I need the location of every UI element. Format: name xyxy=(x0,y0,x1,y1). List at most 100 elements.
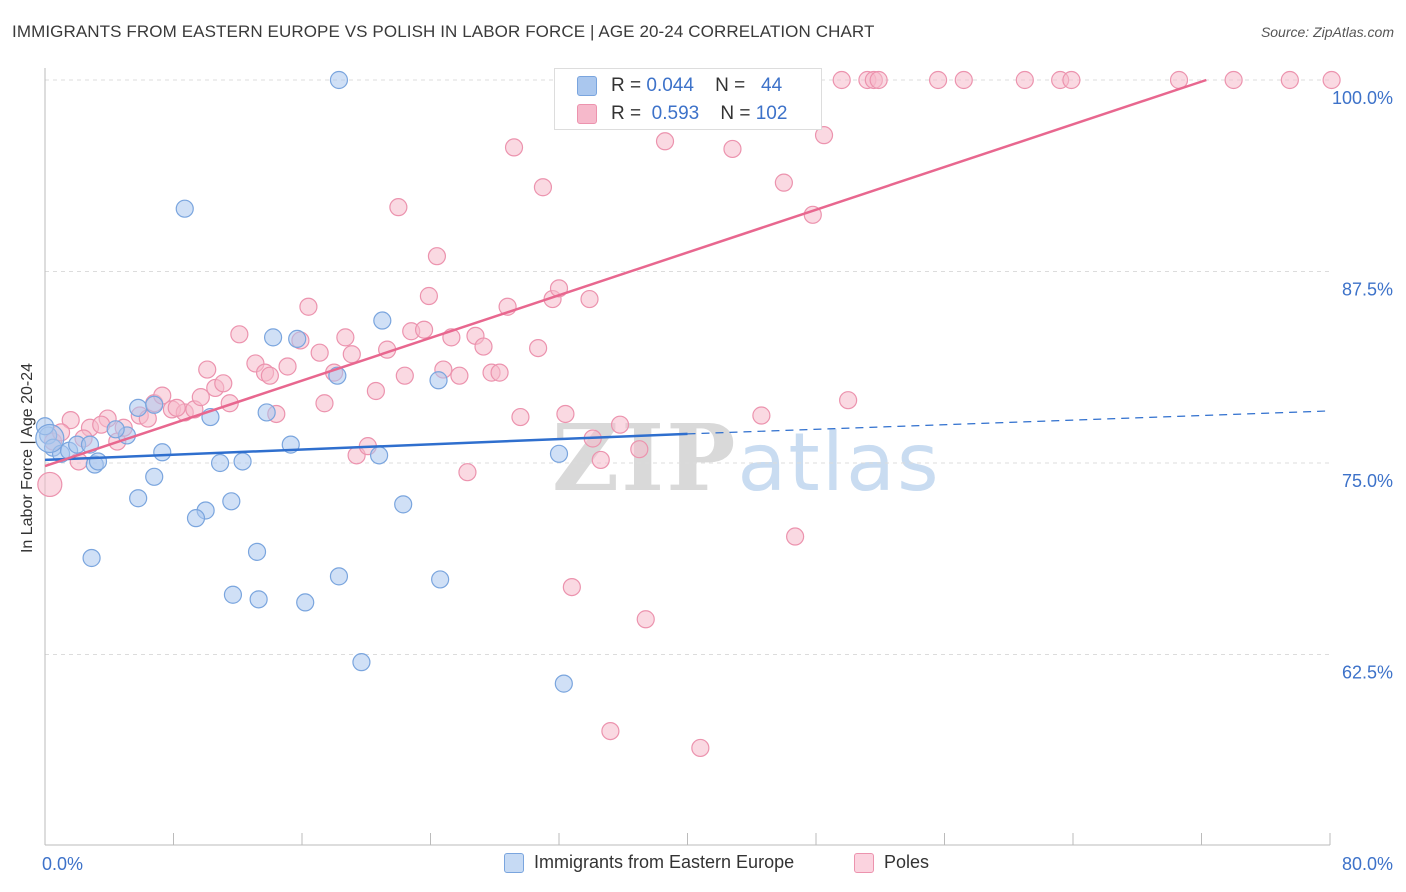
stats-row-eastern-europe: R = 0.044 N = 44 xyxy=(577,73,782,99)
poles-point xyxy=(336,328,355,347)
poles-point xyxy=(214,374,233,393)
eastern-europe-point xyxy=(352,653,371,672)
legend-label-eastern-europe: Immigrants from Eastern Europe xyxy=(534,852,795,872)
eastern-europe-point xyxy=(129,398,148,417)
n-label: N = xyxy=(715,75,746,96)
poles-point xyxy=(299,297,318,316)
eastern-europe-point xyxy=(257,403,276,422)
eastern-europe-point xyxy=(175,199,194,218)
eastern-europe-point xyxy=(247,542,267,561)
poles-point xyxy=(504,138,524,157)
poles-point xyxy=(655,132,675,151)
poles-point xyxy=(786,527,805,546)
gridlines xyxy=(45,79,1330,655)
poles-point xyxy=(562,577,581,597)
poles-point xyxy=(315,394,334,413)
poles-point xyxy=(533,178,553,197)
poles-point xyxy=(1322,70,1341,90)
eastern-europe-point xyxy=(329,70,349,90)
axes xyxy=(44,68,1331,846)
poles-point xyxy=(928,70,948,90)
eastern-europe-point xyxy=(106,420,125,439)
n-value: 102 xyxy=(755,103,788,124)
r-value: 0.593 xyxy=(651,103,700,124)
poles-point xyxy=(458,463,477,482)
x-tick-label: 80.0% xyxy=(1342,854,1393,874)
poles-point xyxy=(389,198,408,217)
poles-point xyxy=(198,360,217,379)
y-tick-label: 87.5% xyxy=(1342,280,1393,300)
legend-blue-swatch xyxy=(504,852,524,873)
poles-point xyxy=(610,415,630,434)
poles-point xyxy=(419,286,438,306)
legend-pink-swatch xyxy=(854,852,874,873)
poles-point xyxy=(191,388,210,407)
poles-point xyxy=(601,721,620,741)
eastern-europe-point xyxy=(145,467,164,486)
poles-point xyxy=(310,343,329,362)
poles-point xyxy=(230,325,249,344)
n-value: 44 xyxy=(761,75,783,96)
poles-point xyxy=(450,366,469,385)
eastern-europe-point xyxy=(263,328,283,347)
legend-item-eastern-europe[interactable]: Immigrants from Eastern Europe xyxy=(504,852,794,873)
eastern-europe-point xyxy=(288,329,307,349)
stats-legend: R = 0.044 N = 44 R = 0.593 N = 102 xyxy=(554,68,822,130)
eastern-europe-point xyxy=(186,509,206,528)
eastern-europe-point xyxy=(82,548,101,568)
poles-point xyxy=(839,391,858,410)
eastern-europe-point xyxy=(370,446,389,465)
poles-trend-line xyxy=(44,78,1207,468)
eastern-europe-point xyxy=(249,590,268,609)
poles-point xyxy=(278,357,297,376)
r-label: R = xyxy=(611,103,642,124)
poles-point xyxy=(366,381,385,401)
poles-point xyxy=(636,610,655,629)
poles-point xyxy=(490,363,509,382)
x-tick-label: 0.0% xyxy=(42,854,83,874)
eastern-europe-point xyxy=(223,585,243,604)
y-tick-label: 75.0% xyxy=(1342,471,1393,491)
poles-point xyxy=(580,289,599,309)
poles-point xyxy=(474,337,493,356)
eastern-europe-point xyxy=(394,495,413,514)
poles-point xyxy=(167,398,186,417)
eastern-europe-point xyxy=(129,489,148,508)
r-label: R = xyxy=(611,75,642,96)
poles-point xyxy=(630,440,649,459)
eastern-europe-points xyxy=(35,70,581,693)
poles-point xyxy=(414,320,434,339)
r-value: 0.044 xyxy=(646,75,694,96)
eastern-europe-point xyxy=(329,567,349,586)
poles-point xyxy=(395,366,414,385)
poles-point xyxy=(37,471,63,498)
n-label: N = xyxy=(720,103,751,124)
legend-item-poles[interactable]: Poles xyxy=(854,852,929,873)
poles-points xyxy=(37,70,1341,758)
poles-point xyxy=(260,366,279,385)
eastern-europe-trend-extension xyxy=(687,410,1331,435)
eastern-europe-point xyxy=(222,492,241,511)
bottom-legend: Immigrants from Eastern Europe Poles xyxy=(0,852,1406,878)
eastern-europe-point xyxy=(210,453,230,473)
poles-point xyxy=(774,173,793,192)
poles-point xyxy=(832,70,851,90)
poles-point xyxy=(220,394,239,413)
eastern-europe-point xyxy=(373,311,392,330)
trend-lines xyxy=(44,78,1331,468)
poles-point xyxy=(342,345,361,364)
y-tick-label: 62.5% xyxy=(1342,663,1393,683)
legend-label-poles: Poles xyxy=(884,852,930,872)
eastern-europe-point xyxy=(554,674,573,693)
poles-point xyxy=(1015,70,1034,90)
eastern-europe-point xyxy=(549,444,569,463)
poles-point xyxy=(752,406,771,425)
eastern-europe-point xyxy=(35,423,65,454)
blue-swatch xyxy=(577,76,597,96)
poles-point xyxy=(814,126,834,145)
poles-point xyxy=(691,738,710,758)
eastern-europe-point xyxy=(153,443,172,462)
poles-point xyxy=(1224,70,1243,90)
eastern-europe-point xyxy=(431,570,450,589)
